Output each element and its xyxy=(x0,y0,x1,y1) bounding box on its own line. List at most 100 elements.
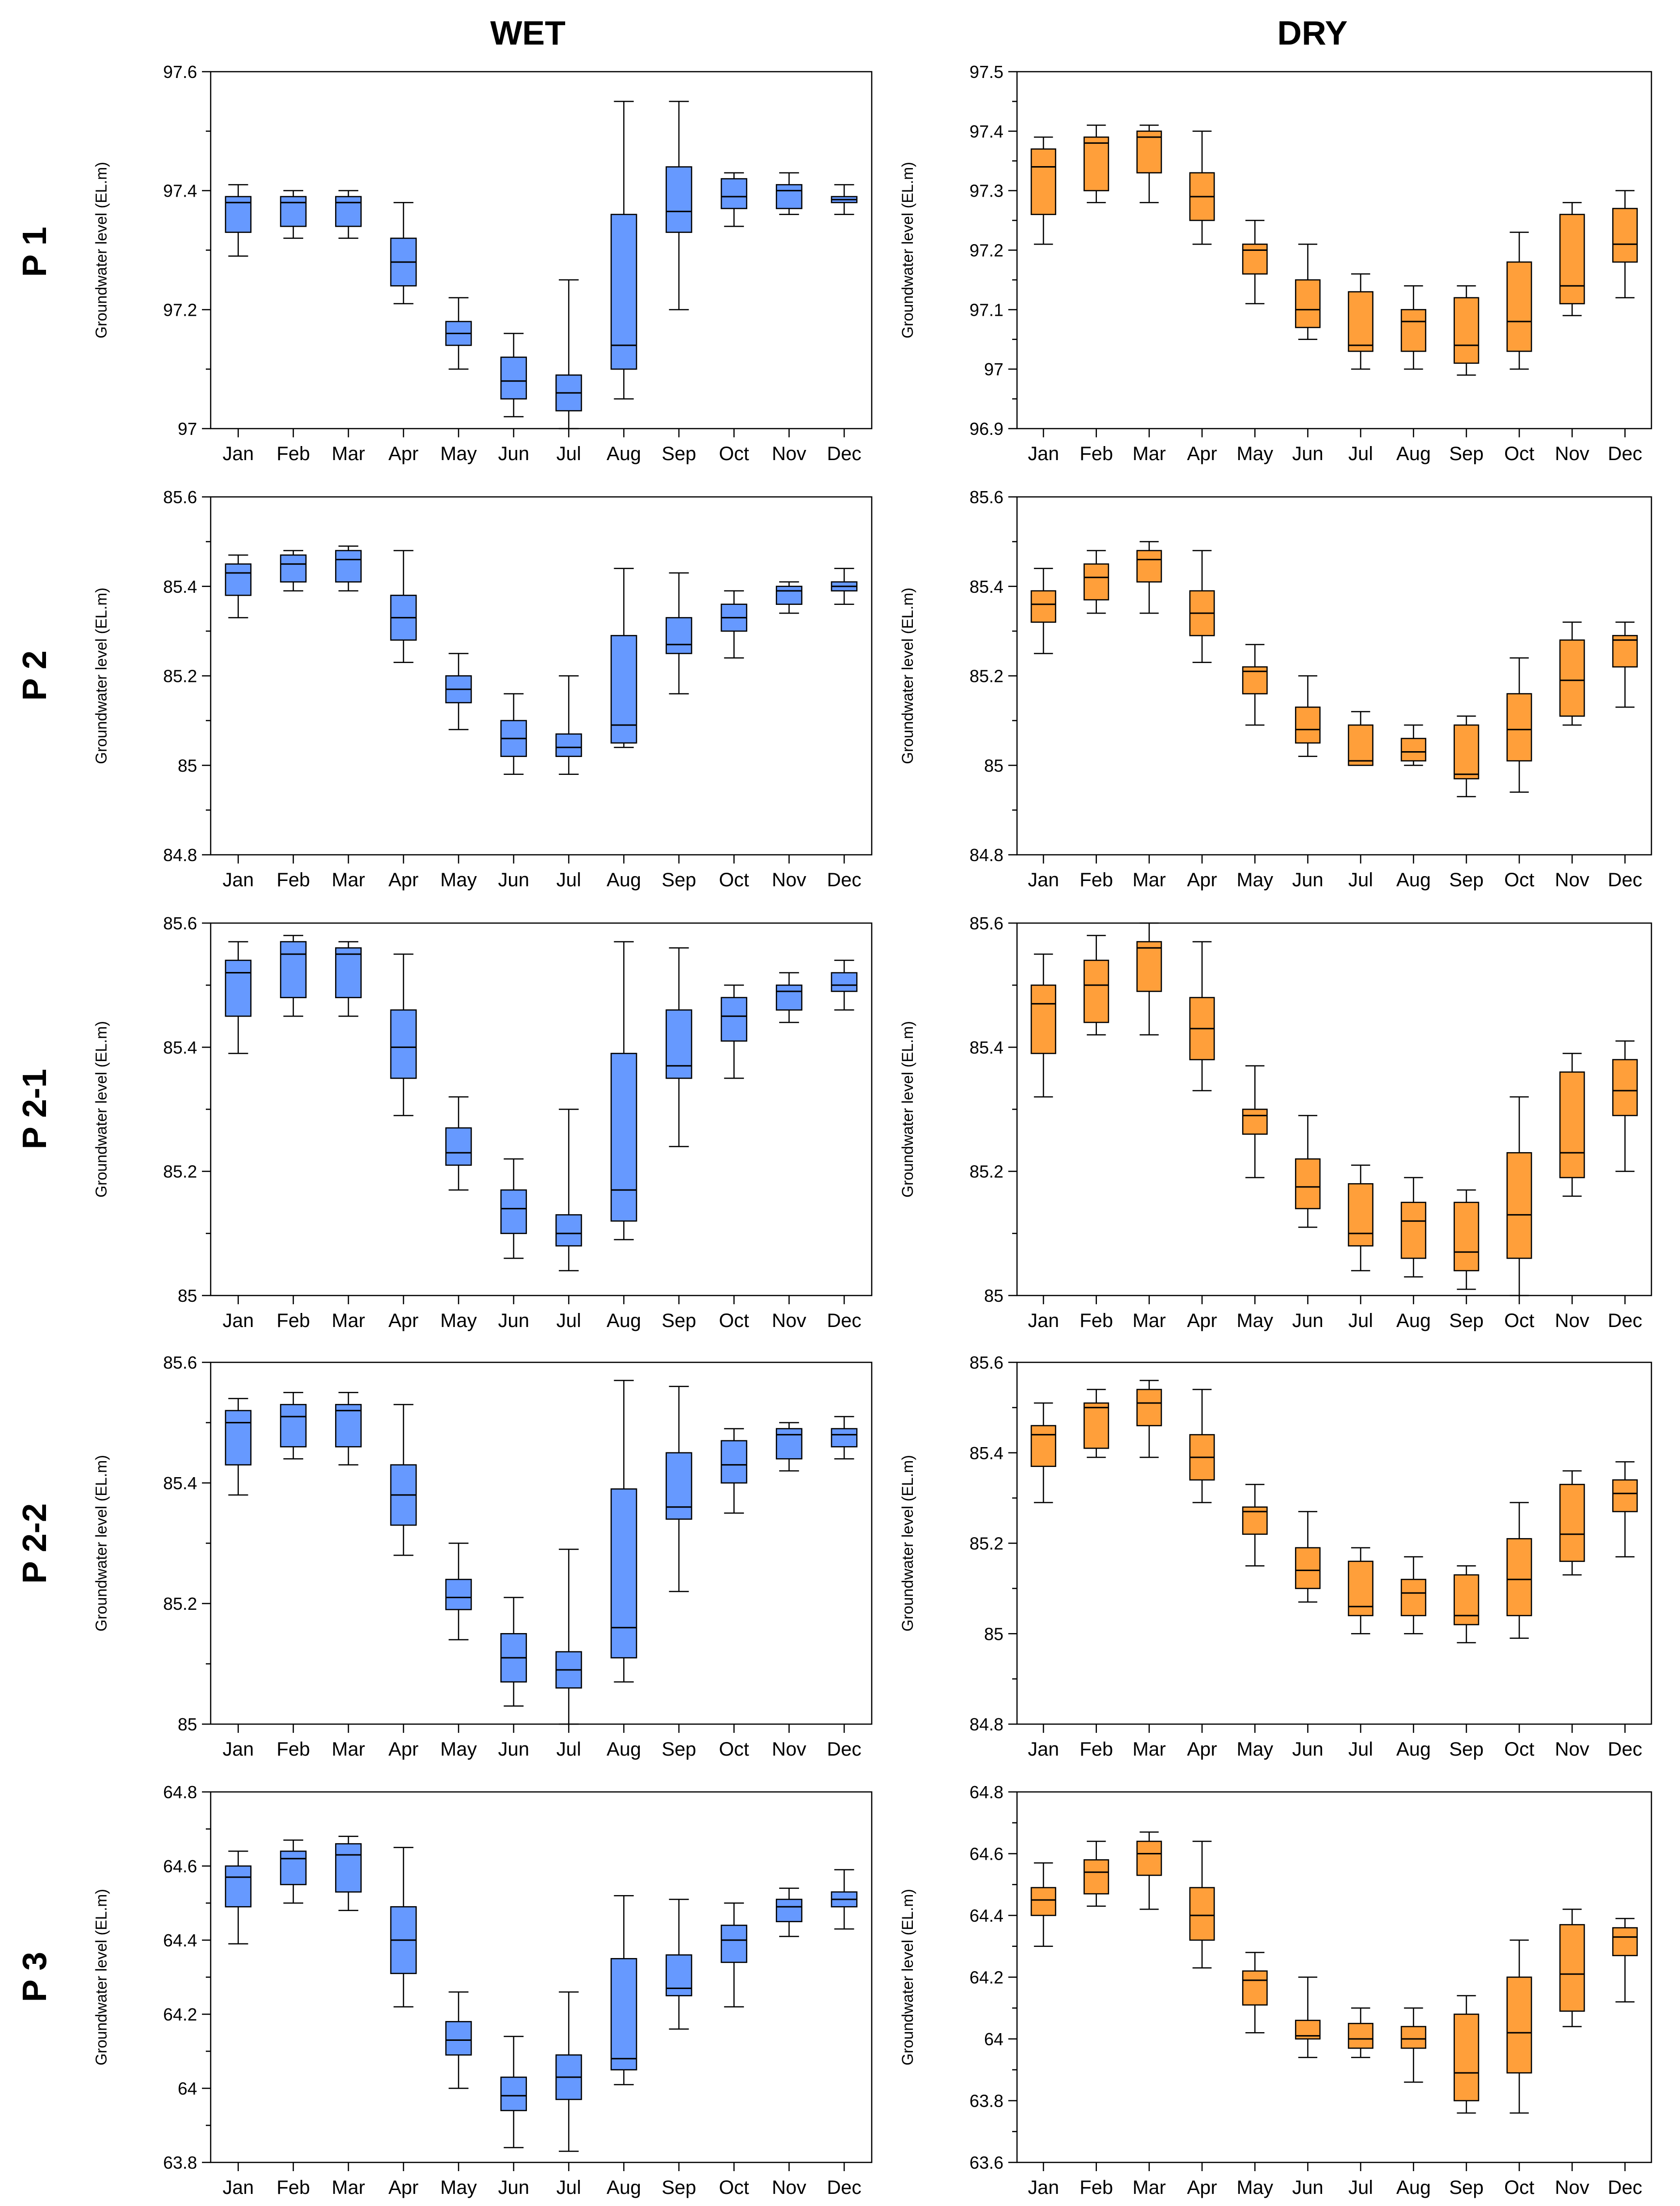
y-tick-label: 85.4 xyxy=(163,1037,197,1057)
x-tick-label: Oct xyxy=(719,1310,749,1331)
x-tick-label: Jul xyxy=(556,443,581,464)
x-tick-label: Mar xyxy=(1132,869,1166,891)
x-tick-label: Aug xyxy=(1396,869,1431,891)
box-oct xyxy=(721,984,748,1079)
box-aug xyxy=(610,1380,637,1683)
iqr-box xyxy=(445,1578,472,1610)
iqr-box xyxy=(1348,2022,1373,2049)
x-tick-label: Feb xyxy=(277,2177,310,2198)
box-jun xyxy=(500,2036,527,2148)
iqr-box xyxy=(1612,635,1638,668)
x-tick-label: Nov xyxy=(1555,1739,1589,1760)
x-tick-label: Aug xyxy=(1396,2177,1431,2198)
box-mar xyxy=(1136,1831,1162,1910)
x-tick-label: Nov xyxy=(772,443,806,464)
x-tick-label: Mar xyxy=(332,1739,365,1760)
box-feb xyxy=(1083,1840,1110,1907)
x-tick-label: May xyxy=(1236,2177,1273,2198)
box-apr xyxy=(390,953,417,1116)
x-tick-label: May xyxy=(440,1310,477,1331)
y-tick-label: 85.4 xyxy=(970,1443,1003,1463)
iqr-box xyxy=(1401,309,1427,352)
iqr-box xyxy=(1031,1887,1056,1916)
box-aug xyxy=(1401,724,1427,766)
box-apr xyxy=(390,550,417,663)
box-may xyxy=(445,1991,472,2089)
box-dec xyxy=(831,184,858,216)
box-apr xyxy=(1189,1388,1215,1503)
x-tick-label: Dec xyxy=(1608,869,1642,891)
x-tick-label: Dec xyxy=(827,869,862,891)
x-tick-label: Sep xyxy=(662,1310,696,1331)
x-tick-label: Jul xyxy=(556,1310,581,1331)
x-tick-label: Mar xyxy=(1132,443,1166,464)
y-tick-label: 85.2 xyxy=(163,1162,197,1182)
x-tick-label: Jun xyxy=(498,443,529,464)
box-sep xyxy=(1453,715,1480,798)
x-tick-label: Mar xyxy=(1132,1739,1166,1760)
x-tick-label: Jul xyxy=(1348,1310,1373,1331)
x-tick-label: Feb xyxy=(277,443,310,464)
y-tick-label: 85.2 xyxy=(970,1534,1003,1554)
y-axis-title: Groundwater level (EL.m) xyxy=(92,1021,110,1198)
x-tick-label: Jan xyxy=(223,1739,254,1760)
iqr-box xyxy=(665,1954,693,1997)
iqr-box xyxy=(1559,639,1585,717)
box-mar xyxy=(1136,922,1162,1035)
x-tick-label: Aug xyxy=(1396,443,1431,464)
y-tick-label: 85 xyxy=(984,756,1003,775)
x-tick-label: Sep xyxy=(1449,1739,1483,1760)
box-sep xyxy=(665,947,693,1147)
box-may xyxy=(1242,644,1268,726)
box-jun xyxy=(1295,1115,1321,1228)
box-apr xyxy=(1189,941,1215,1092)
iqr-box xyxy=(1506,1152,1532,1259)
iqr-box xyxy=(280,196,307,227)
iqr-box xyxy=(831,972,858,992)
box-jan xyxy=(225,1851,252,1944)
x-tick-label: Jul xyxy=(556,2177,581,2198)
box-nov xyxy=(775,172,802,216)
y-tick-label: 85.6 xyxy=(163,913,197,933)
x-tick-label: Nov xyxy=(1555,1310,1589,1331)
box-aug xyxy=(1401,1556,1427,1635)
box-jul xyxy=(1348,2007,1373,2058)
iqr-box xyxy=(665,1009,693,1079)
box-jun xyxy=(500,333,527,417)
y-axis-title: Groundwater level (EL.m) xyxy=(899,1455,916,1632)
y-tick-label: 85.4 xyxy=(163,1473,197,1493)
y-tick-label: 85.4 xyxy=(970,577,1003,597)
box-nov xyxy=(1559,1470,1585,1576)
x-tick-label: Jun xyxy=(498,869,529,891)
box-dec xyxy=(831,1869,858,1930)
box-nov xyxy=(1559,201,1585,316)
x-tick-label: Jun xyxy=(498,2177,529,2198)
chart-p3-dry: 63.6 63.8 64 64.2 64.4 64.6 64.8 Groundwater le… xyxy=(899,1782,1652,2198)
x-tick-label: Jan xyxy=(1028,1310,1059,1331)
x-tick-label: May xyxy=(440,2177,477,2198)
iqr-box xyxy=(721,178,748,209)
box-may xyxy=(1242,1483,1268,1567)
x-tick-label: Apr xyxy=(388,1310,418,1331)
x-tick-label: Nov xyxy=(1555,443,1589,464)
y-tick-label: 64 xyxy=(984,2029,1003,2049)
iqr-box xyxy=(831,1428,858,1448)
box-feb xyxy=(1083,935,1110,1035)
x-tick-label: Mar xyxy=(332,443,365,464)
x-tick-label: Oct xyxy=(1504,1739,1534,1760)
box-jul xyxy=(1348,711,1373,766)
y-tick-label: 96.9 xyxy=(970,419,1003,439)
box-jan xyxy=(1031,136,1056,245)
box-apr xyxy=(1189,550,1215,663)
x-tick-label: May xyxy=(1236,869,1273,891)
row-title-p2-1: P 2-1 xyxy=(15,1069,53,1149)
box-nov xyxy=(1559,621,1585,726)
box-dec xyxy=(831,959,858,1011)
x-tick-label: Feb xyxy=(1079,1739,1113,1760)
x-tick-label: Jan xyxy=(1028,2177,1059,2198)
y-tick-label: 97.4 xyxy=(970,122,1003,141)
iqr-box xyxy=(225,563,252,596)
box-jun xyxy=(500,1158,527,1259)
x-tick-label: Dec xyxy=(827,443,862,464)
box-nov xyxy=(775,581,802,614)
